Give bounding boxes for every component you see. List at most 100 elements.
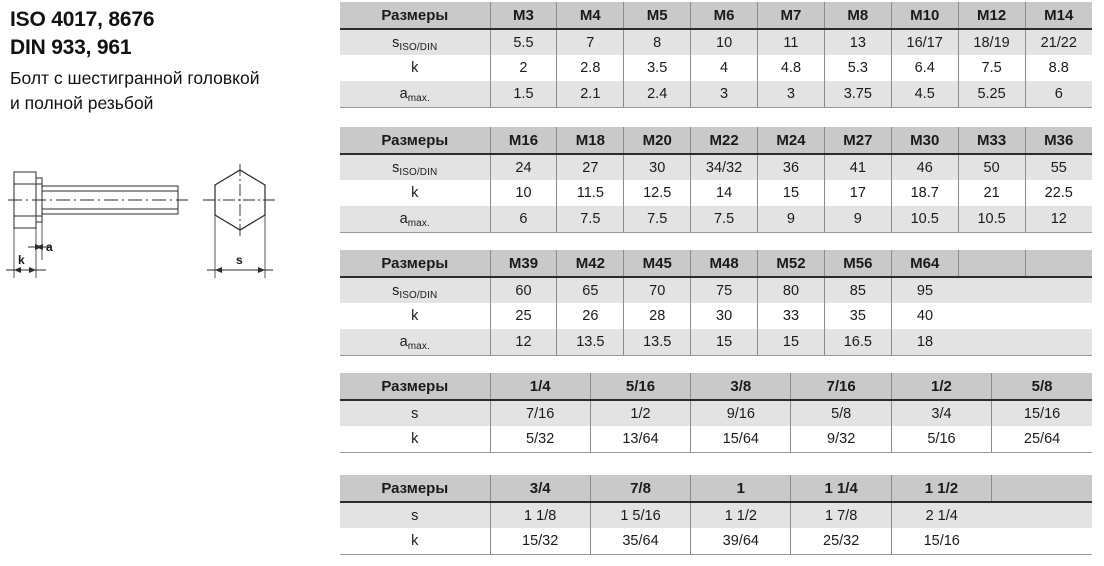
table-cell: 1 5/16 xyxy=(590,502,692,528)
table-cell: 15 xyxy=(757,329,825,356)
table-cell: 70 xyxy=(623,277,692,303)
table-cell: 5.5 xyxy=(490,29,558,55)
table-header-row: Размеры 3/4 7/8 1 1 1/4 1 1/2 xyxy=(340,475,1092,503)
table-cell: 60 xyxy=(490,277,558,303)
table-cell: 7/16 xyxy=(490,400,591,426)
column-header-M30: M30 xyxy=(891,127,959,155)
table-cell: 21/22 xyxy=(1025,29,1092,55)
table-cell: 16.5 xyxy=(824,329,892,356)
hex-head-bolt-technical-drawing: a k xyxy=(0,160,310,285)
table-cell-empty xyxy=(1025,329,1092,356)
column-header-M18: M18 xyxy=(556,127,625,155)
column-header-M14: M14 xyxy=(1025,2,1092,30)
table-cell: 6 xyxy=(1025,81,1092,108)
product-description: Болт с шестигранной головкой и полной ре… xyxy=(10,66,340,114)
table-cell: 30 xyxy=(623,154,692,180)
table-cell: 1 1/8 xyxy=(490,502,591,528)
table-cell: 40 xyxy=(891,303,959,329)
table-cell: 3 xyxy=(690,81,759,108)
row-label-k: k xyxy=(340,528,491,555)
table-cell: 33 xyxy=(757,303,825,329)
table-cell: 95 xyxy=(891,277,959,303)
column-header-3-4: 3/4 xyxy=(490,475,591,503)
table-row: k 5/32 13/64 15/64 9/32 5/16 25/64 xyxy=(340,426,1092,453)
row-label-a-max: amax. xyxy=(340,81,491,108)
row-label-k: k xyxy=(340,55,491,81)
table-cell: 18.7 xyxy=(891,180,959,206)
table-cell: 13 xyxy=(824,29,892,55)
row-label-a-max: amax. xyxy=(340,329,491,356)
table-metric-1: Размеры M3 M4 M5 M6 M7 M8 M10 M12 M14 sISO/DIN 5.5 7… xyxy=(340,2,1092,108)
table-cell: 6 xyxy=(490,206,558,233)
table-cell: 15/16 xyxy=(991,400,1092,426)
column-header-M45: M45 xyxy=(623,250,692,278)
table-cell: 13.5 xyxy=(623,329,692,356)
column-header-M24: M24 xyxy=(757,127,825,155)
table-cell-empty xyxy=(958,303,1026,329)
table-header-row: Размеры M39 M42 M45 M48 M52 M56 M64 xyxy=(340,250,1092,278)
table-cell: 1/2 xyxy=(590,400,692,426)
column-header-dimensions: Размеры xyxy=(340,475,491,503)
column-header-M48: M48 xyxy=(690,250,759,278)
table-cell: 4 xyxy=(690,55,759,81)
column-header-M3: M3 xyxy=(490,2,558,30)
standard-line-iso: ISO 4017, 8676 xyxy=(10,8,155,31)
table-cell-empty xyxy=(991,528,1092,555)
table-cell: 25/64 xyxy=(991,426,1092,453)
column-header-M5: M5 xyxy=(623,2,692,30)
table-cell: 1 7/8 xyxy=(790,502,892,528)
table-cell: 14 xyxy=(690,180,759,206)
table-cell: 13.5 xyxy=(556,329,625,356)
table-cell-empty xyxy=(958,329,1026,356)
description-line-2: и полной резьбой xyxy=(10,92,154,113)
table-cell: 12.5 xyxy=(623,180,692,206)
column-header-M52: M52 xyxy=(757,250,825,278)
table-cell: 39/64 xyxy=(690,528,792,555)
table-cell: 5/16 xyxy=(891,426,993,453)
column-header-1-4: 1/4 xyxy=(490,373,591,401)
table-row: k 2 2.8 3.5 4 4.8 5.3 6.4 7.5 8.8 xyxy=(340,55,1092,81)
table-cell: 7 xyxy=(556,29,625,55)
column-header-M6: M6 xyxy=(690,2,759,30)
table-cell: 30 xyxy=(690,303,759,329)
table-cell: 80 xyxy=(757,277,825,303)
table-cell: 27 xyxy=(556,154,625,180)
column-header-1: 1 xyxy=(690,475,792,503)
table-cell: 10.5 xyxy=(958,206,1026,233)
row-label-s-plain: s xyxy=(340,400,491,426)
column-header-empty xyxy=(1025,250,1092,278)
table-cell: 17 xyxy=(824,180,892,206)
column-header-M20: M20 xyxy=(623,127,692,155)
spec-table-metric-3: Размеры M39 M42 M45 M48 M52 M56 M64 sISO/DIN 60 6… xyxy=(340,250,1092,356)
table-cell: 5/32 xyxy=(490,426,591,453)
column-header-M22: M22 xyxy=(690,127,759,155)
column-header-M27: M27 xyxy=(824,127,892,155)
table-header-row: Размеры M16 M18 M20 M22 M24 M27 M30 M33 M36 xyxy=(340,127,1092,155)
table-header-row: Размеры M3 M4 M5 M6 M7 M8 M10 M12 M14 xyxy=(340,2,1092,30)
column-header-M36: M36 xyxy=(1025,127,1092,155)
table-row: k 15/32 35/64 39/64 25/32 15/16 xyxy=(340,528,1092,555)
product-info-panel: ISO 4017, 8676 DIN 933, 961 Болт с шести… xyxy=(0,0,340,566)
column-header-5-8: 5/8 xyxy=(991,373,1092,401)
table-row: amax. 1.5 2.1 2.4 3 3 3.75 4.5 5.25 6 xyxy=(340,81,1092,108)
table-cell: 11 xyxy=(757,29,825,55)
row-label-k: k xyxy=(340,303,491,329)
table-cell: 24 xyxy=(490,154,558,180)
row-label-s-iso-din: sISO/DIN xyxy=(340,29,491,55)
table-cell: 5.25 xyxy=(958,81,1026,108)
table-cell: 7.5 xyxy=(958,55,1026,81)
column-header-M10: M10 xyxy=(891,2,959,30)
table-cell: 15 xyxy=(757,180,825,206)
table-cell: 1.5 xyxy=(490,81,558,108)
column-header-7-8: 7/8 xyxy=(590,475,692,503)
table-cell: 18 xyxy=(891,329,959,356)
table-cell: 28 xyxy=(623,303,692,329)
table-row: sISO/DIN 24 27 30 34/32 36 41 46 50 55 xyxy=(340,154,1092,180)
table-cell: 41 xyxy=(824,154,892,180)
table-row: k 25 26 28 30 33 35 40 xyxy=(340,303,1092,329)
column-header-empty xyxy=(958,250,1026,278)
spec-table-metric-2: Размеры M16 M18 M20 M22 M24 M27 M30 M33 M36 sISO/D… xyxy=(340,127,1092,233)
table-cell: 10 xyxy=(690,29,759,55)
table-cell: 25/32 xyxy=(790,528,892,555)
